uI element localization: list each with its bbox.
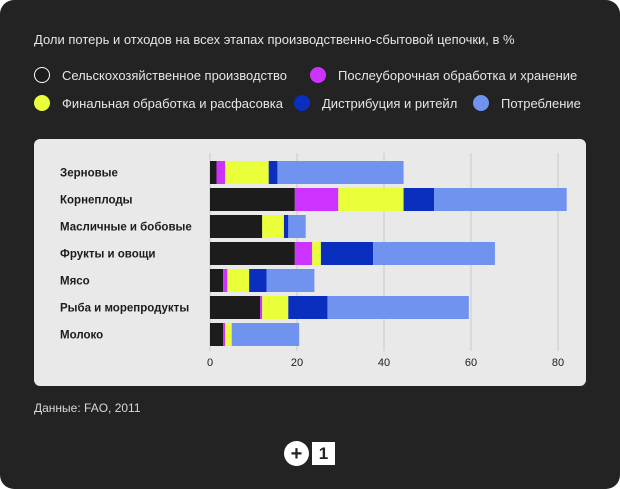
legend-swatch [34,95,50,111]
bar-segment [268,161,278,184]
logo-one: 1 [312,442,335,465]
data-source: Данные: FAO, 2011 [34,401,141,415]
bar-segment [312,242,321,265]
x-tick-label: 40 [378,357,390,369]
bar-segment [434,188,567,211]
bar-segment [288,215,306,238]
bar-segment [283,215,289,238]
bar-segment [210,161,217,184]
bar-segment [327,296,469,319]
bar-segment [210,188,295,211]
legend-item-distribution: Дистрибуция и ритейл [294,95,457,111]
legend-label: Сельскохозяйственное производство [62,67,287,83]
legend-swatch [294,95,310,111]
bar-segment [231,323,300,346]
bar-segment [338,188,404,211]
bar-segment [225,161,269,184]
bar-segment [210,323,224,346]
legend-item-postharvest: Послеуборочная обработка и хранение [310,67,577,83]
x-tick-label: 80 [552,357,564,369]
bar-segment [288,296,328,319]
bar-segment [223,323,226,346]
legend-swatch [310,67,326,83]
bar-segment [210,269,224,292]
category-label: Мясо [60,276,90,288]
x-tick-label: 60 [465,357,477,369]
bar-segment [320,242,374,265]
legend-label: Финальная обработка и расфасовка [62,95,284,111]
legend-swatch [473,95,489,111]
bar-segment [262,296,289,319]
bar-segment [227,269,250,292]
x-tick-label: 20 [291,357,303,369]
bar-segment [294,188,339,211]
bar-segment [260,296,263,319]
category-label: Фрукты и овощи [60,249,156,261]
category-label: Масличные и бобовые [60,222,192,234]
category-label: Молоко [60,330,103,342]
bar-chart: Зерновые Корнеплоды Масличные и бобовые Фру… [60,153,567,369]
legend-label: Дистрибуция и ритейл [322,95,458,111]
bar-segment [294,242,313,265]
category-label: Зерновые [60,168,118,180]
logo-plus: + [284,441,309,466]
x-tick-label: 0 [207,357,213,369]
bar-segment [223,269,228,292]
plot-area: Зерновые Корнеплоды Масличные и бобовые Фру… [34,139,586,386]
legend-swatch [34,67,50,83]
bar-segment [277,161,404,184]
legend-label: Послеуборочная обработка и хранение [338,67,578,83]
category-label: Рыба и морепродукты [60,303,189,315]
chart-title: Доли потерь и отходов на всех этапах про… [34,32,515,47]
bar-segment [266,269,315,292]
bar-segment [225,323,232,346]
legend-item-processing: Финальная обработка и расфасовка [34,95,283,111]
legend-item-agri: Сельскохозяйственное производство [34,67,287,83]
bar-segment [216,161,226,184]
bar-segment [210,242,295,265]
logo: + 1 [284,441,335,466]
category-label: Корнеплоды [60,195,133,207]
legend-label: Потребление [501,95,581,111]
bar-segment [249,269,267,292]
bar-segment [210,296,261,319]
bar-segment [262,215,284,238]
bar-segment [210,215,263,238]
bar-segment [373,242,495,265]
bar-segment [403,188,435,211]
legend-item-consumption: Потребление [473,95,581,111]
